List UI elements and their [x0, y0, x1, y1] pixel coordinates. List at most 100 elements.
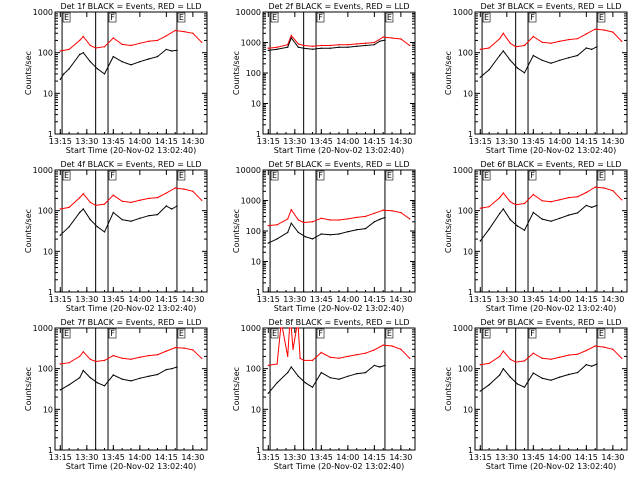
- x-axis-label: Start Time (20-Nov-02 13:02:40): [274, 462, 404, 471]
- x-tick-label: 14:15: [575, 295, 598, 304]
- events-data-point: [356, 229, 358, 231]
- events-data-point: [559, 59, 561, 61]
- lld-data-point: [400, 348, 402, 350]
- lld-data-point: [320, 44, 322, 47]
- chart-title: Det 3f BLACK = Events, RED = LLD: [480, 2, 621, 11]
- x-tick-label: 13:45: [102, 295, 125, 304]
- lld-data-point: [174, 187, 176, 189]
- events-data-point: [523, 386, 526, 388]
- lld-data-point: [594, 186, 596, 188]
- lld-data-point: [59, 363, 61, 365]
- lld-data-point: [364, 352, 367, 354]
- lld-data-point: [621, 199, 623, 201]
- events-data-point: [479, 240, 481, 242]
- events-data-point: [516, 383, 519, 385]
- lld-data-point: [139, 199, 141, 201]
- lld-data-point: [400, 211, 402, 214]
- lld-data-point: [532, 352, 534, 354]
- events-data-point: [384, 39, 386, 41]
- chart-panel-6: Det 6f BLACK = Events, RED = LLD 1 10 100 10…: [444, 160, 628, 313]
- chart-title: Det 2f BLACK = Events, RED = LLD: [268, 2, 409, 11]
- lld-data-point: [373, 41, 375, 44]
- lld-data-point: [201, 41, 203, 43]
- events-data-point: [541, 377, 543, 379]
- y-tick-label: 1000: [453, 166, 473, 175]
- lld-data-point: [183, 347, 185, 349]
- lld-data-point: [559, 40, 561, 42]
- lld-data-point: [550, 42, 552, 44]
- lld-data-point: [299, 357, 301, 359]
- y-tick-label: 100: [38, 365, 53, 374]
- events-data-point: [550, 62, 552, 64]
- event-marker-box: [528, 12, 537, 23]
- events-data-point: [311, 238, 314, 240]
- y-tick-label: 10: [251, 405, 261, 414]
- events-data-point: [304, 382, 307, 384]
- events-data-point: [287, 371, 289, 374]
- x-tick-label: 13:15: [49, 453, 72, 462]
- lld-data-point: [356, 354, 358, 356]
- events-data-point: [148, 375, 150, 377]
- y-tick-label: 1: [48, 446, 53, 455]
- x-tick-label: 14:15: [575, 453, 598, 462]
- lld-data-point: [612, 190, 614, 192]
- event-marker-box: [108, 328, 117, 339]
- lld-data-point: [148, 197, 150, 200]
- lld-data-point: [621, 357, 623, 359]
- lld-data-point: [103, 46, 106, 48]
- y-tick-label: 100: [38, 49, 53, 58]
- event-marker-label: E: [272, 171, 277, 180]
- lld-data-point: [288, 327, 291, 329]
- y-tick-label: 10: [463, 247, 473, 256]
- lld-data-point: [295, 327, 298, 329]
- lld-data-point: [68, 206, 70, 209]
- event-marker-box: [482, 170, 491, 181]
- lld-data-point: [297, 327, 299, 329]
- lld-data-point: [409, 357, 411, 359]
- lld-data-point: [541, 357, 543, 359]
- chart-panel-8: Det 8f BLACK = Events, RED = LLD 1 10 100 10…: [232, 318, 416, 471]
- lld-data-point: [391, 37, 393, 39]
- x-tick-label: 14:30: [601, 137, 624, 146]
- events-data-point: [329, 234, 331, 236]
- x-tick-label: 13:45: [522, 295, 545, 304]
- lld-data-point: [156, 39, 159, 42]
- events-data-point: [303, 47, 305, 49]
- x-tick-label: 13:15: [49, 295, 72, 304]
- series-events-line: [268, 36, 386, 51]
- events-data-point: [165, 205, 167, 207]
- lld-data-point: [139, 42, 141, 44]
- event-marker-label: E: [179, 13, 184, 22]
- y-tick-label: 1: [468, 446, 473, 455]
- events-data-point: [596, 46, 598, 48]
- series-events-line: [480, 363, 598, 392]
- event-marker-label: E: [272, 329, 277, 338]
- lld-data-point: [290, 34, 292, 37]
- lld-data-point: [281, 327, 284, 329]
- y-axis-label: Counts/sec: [444, 51, 453, 95]
- events-data-point: [82, 369, 85, 372]
- events-data-point: [89, 377, 92, 379]
- events-data-point: [297, 46, 299, 48]
- lld-data-point: [594, 345, 596, 347]
- events-data-point: [68, 226, 70, 228]
- event-marker-label: E: [387, 171, 392, 180]
- events-data-point: [290, 222, 292, 224]
- x-tick-label: 13:30: [283, 137, 306, 146]
- events-data-point: [79, 53, 81, 56]
- event-marker-label: E: [599, 171, 604, 180]
- event-marker-box: [482, 12, 491, 23]
- events-data-point: [559, 376, 561, 378]
- event-marker-box: [385, 12, 394, 23]
- events-data-point: [156, 55, 159, 58]
- y-tick-label: 1: [256, 446, 261, 455]
- events-data-point: [585, 204, 587, 207]
- x-tick-label: 14:00: [336, 295, 359, 304]
- lld-data-point: [201, 199, 203, 201]
- lld-data-point: [290, 327, 292, 329]
- x-tick-label: 13:15: [469, 453, 492, 462]
- lld-data-point: [382, 36, 384, 38]
- lld-data-point: [139, 356, 141, 358]
- lld-data-point: [509, 201, 511, 203]
- y-tick-label: 10: [43, 247, 53, 256]
